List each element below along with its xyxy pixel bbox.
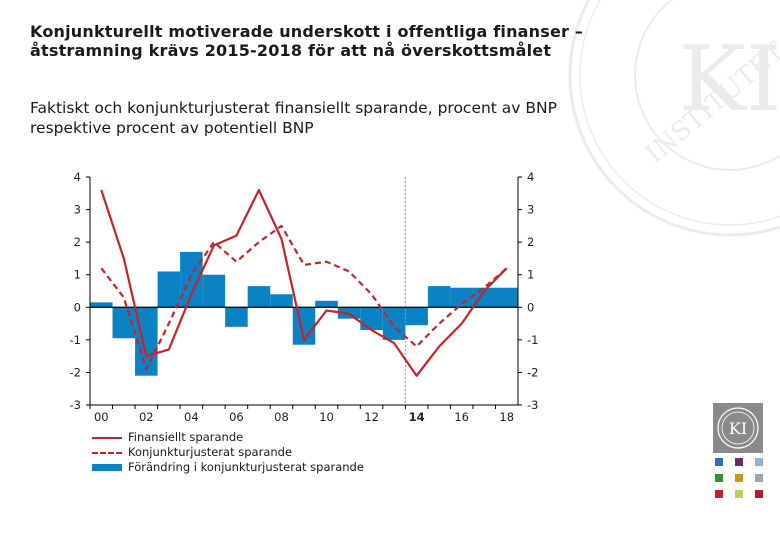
dot-icon bbox=[755, 490, 763, 498]
y-tick-label-right: 1 bbox=[527, 268, 534, 282]
legend-label-adjusted: Konjunkturjusterat sparande bbox=[128, 445, 293, 459]
x-tick-label: 12 bbox=[364, 410, 379, 424]
bar bbox=[405, 307, 428, 326]
dot-icon bbox=[715, 490, 723, 498]
x-tick-label: 16 bbox=[454, 410, 469, 424]
actual-balance-line bbox=[100, 188, 508, 377]
y-tick-label-left: 1 bbox=[74, 268, 81, 282]
y-tick-label-right: -3 bbox=[527, 398, 538, 412]
y-tick-label-left: 4 bbox=[74, 170, 81, 184]
y-tick-label-right: -1 bbox=[527, 333, 538, 347]
x-tick-label: 04 bbox=[184, 410, 199, 424]
y-tick-label-left: 3 bbox=[74, 203, 81, 217]
bar bbox=[427, 286, 451, 308]
legend-swatch-dashed bbox=[92, 451, 122, 454]
dot-icon bbox=[735, 490, 743, 498]
bar bbox=[472, 287, 496, 308]
color-dots bbox=[713, 458, 765, 502]
bar bbox=[90, 302, 113, 308]
legend-label-actual: Finansiellt sparande bbox=[128, 430, 244, 444]
dot-icon bbox=[755, 474, 763, 482]
legend: Finansiellt sparande Konjunkturjusterat … bbox=[92, 430, 364, 475]
dot-icon bbox=[715, 458, 723, 466]
legend-item-change: Förändring i konjunkturjusterat sparande bbox=[92, 460, 364, 475]
legend-swatch-solid bbox=[92, 436, 122, 439]
bar bbox=[270, 294, 293, 308]
bar bbox=[225, 307, 248, 327]
bar bbox=[450, 287, 473, 308]
x-tick-label: 18 bbox=[499, 410, 514, 424]
bar bbox=[382, 307, 406, 340]
x-tick-label: 10 bbox=[319, 410, 334, 424]
y-tick-label-right: -2 bbox=[527, 365, 538, 379]
legend-item-actual: Finansiellt sparande bbox=[92, 430, 364, 445]
ki-seal-watermark: KI INSTITUTET bbox=[568, 0, 780, 237]
y-tick-label-right: 0 bbox=[527, 300, 534, 314]
y-tick-label-right: 3 bbox=[527, 203, 534, 217]
bar bbox=[247, 286, 271, 308]
bar bbox=[157, 271, 181, 308]
slide-title: Konjunkturellt motiverade underskott i o… bbox=[30, 22, 584, 60]
legend-item-adjusted: Konjunkturjusterat sparande bbox=[92, 445, 364, 460]
bar bbox=[202, 274, 226, 308]
legend-label-change: Förändring i konjunkturjusterat sparande bbox=[128, 460, 364, 474]
dot-icon bbox=[755, 458, 763, 466]
logo-monogram: KI bbox=[729, 419, 747, 438]
bar bbox=[315, 300, 338, 308]
y-tick-label-right: 4 bbox=[527, 170, 534, 184]
bar bbox=[180, 251, 203, 308]
x-tick-label: 02 bbox=[139, 410, 154, 424]
bar bbox=[360, 307, 383, 331]
x-tick-label: 08 bbox=[274, 410, 289, 424]
x-tick-label: 06 bbox=[229, 410, 244, 424]
y-tick-label-left: -2 bbox=[70, 365, 81, 379]
x-tick-label: 00 bbox=[94, 410, 109, 424]
legend-swatch-bar bbox=[92, 464, 122, 471]
seal-monogram: KI bbox=[679, 27, 780, 132]
y-tick-label-left: 2 bbox=[74, 235, 81, 249]
adjusted-balance-line bbox=[100, 224, 508, 371]
y-tick-label-left: 0 bbox=[74, 300, 81, 314]
x-tick-label: 14 bbox=[409, 410, 425, 424]
y-tick-label-left: -1 bbox=[70, 333, 81, 347]
dot-icon bbox=[735, 474, 743, 482]
slide-subtitle: Faktiskt och konjunkturjusterat finansie… bbox=[30, 99, 557, 137]
bar bbox=[495, 287, 518, 308]
ki-logo: KI bbox=[713, 403, 763, 453]
y-tick-label-right: 2 bbox=[527, 235, 534, 249]
dot-icon bbox=[735, 458, 743, 466]
y-tick-label-left: -3 bbox=[70, 398, 81, 412]
dot-icon bbox=[715, 474, 723, 482]
